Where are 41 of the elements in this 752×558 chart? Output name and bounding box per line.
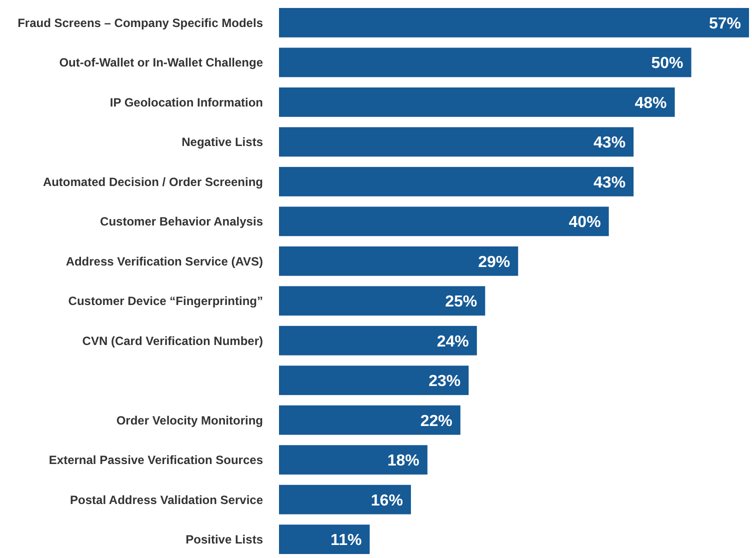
data-label: 48% [634,94,667,112]
y-tick-label: Positive Lists [186,532,264,547]
y-tick-label: IP Geolocation Information [110,95,263,110]
bar [279,206,609,236]
bar [279,286,486,316]
y-tick-label: Customer Device “Fingerprinting” [68,294,263,308]
data-label: 24% [436,333,469,350]
data-label: 29% [478,254,510,271]
bar [279,484,411,514]
y-tick-label: External Passive Verification Sources [48,453,264,468]
y-tick-label: Fraud Screens – Company Specific Models [18,16,264,30]
bar [279,326,477,356]
data-label: 40% [568,214,601,232]
y-tick-label: Automated Decision / Order Screening [42,174,263,189]
bar [279,366,469,396]
data-label: 57% [708,15,741,32]
y-tick-label: Out-of-Wallet or In-Wallet Challenge [59,56,264,70]
bar [279,8,749,38]
bar [279,524,370,554]
bar [279,166,634,196]
bar [279,127,634,157]
y-tick-label: CVN (Card Verification Number) [82,334,263,348]
data-label: 43% [594,134,626,152]
bar [279,48,692,78]
data-label: 50% [651,55,684,72]
y-tick-label: Negative Lists [182,135,264,150]
data-label: 43% [594,174,626,192]
bar [279,87,675,117]
data-label: 11% [330,532,362,550]
y-tick-label: Customer Behavior Analysis [100,214,264,229]
data-label: 25% [445,294,478,311]
bar [279,445,428,475]
y-tick-label: Address Verification Service (AVS) [66,254,263,268]
y-tick-label: Postal Address Validation Service [70,492,264,507]
data-label: 18% [387,452,420,470]
data-label: 22% [420,412,452,430]
data-label: 23% [428,373,461,390]
bar [279,405,460,435]
data-label: 16% [370,492,403,510]
y-tick-label: Order Velocity Monitoring [116,413,263,428]
bar [279,246,518,276]
